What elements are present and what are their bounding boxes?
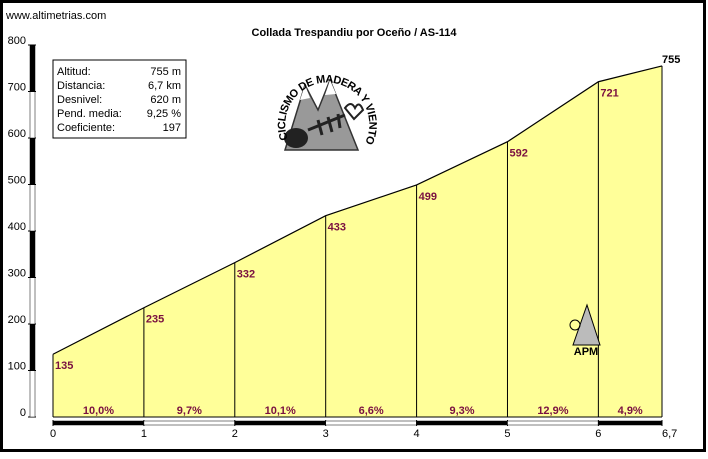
gradient-label: 6,6% xyxy=(359,405,384,417)
y-axis-band xyxy=(29,184,36,232)
y-axis-band xyxy=(29,230,36,278)
gradient-label: 10,0% xyxy=(83,405,114,417)
elevation-label: 755 xyxy=(662,54,680,66)
x-axis-band xyxy=(416,420,508,426)
source: www.altimetrias.com xyxy=(5,10,106,22)
gradient-label: 10,1% xyxy=(265,405,296,417)
gradient-label: 9,3% xyxy=(449,405,474,417)
x-axis-band xyxy=(234,420,326,426)
elevation-label: 592 xyxy=(509,148,527,160)
profile xyxy=(52,65,663,355)
x-tick-label: 0 xyxy=(50,428,56,440)
y-tick-label: 400 xyxy=(8,221,26,233)
elevation-label: 332 xyxy=(237,269,255,281)
x-tick-label: 6 xyxy=(595,428,601,440)
info-label: Coeficiente: xyxy=(57,122,115,134)
info-label: Pend. media: xyxy=(57,108,122,120)
x-axis-band xyxy=(52,420,145,426)
y-tick-label: 100 xyxy=(8,360,26,372)
y-tick-label: 600 xyxy=(8,128,26,140)
info-value: 755 m xyxy=(150,66,181,78)
gradient-label: 12,9% xyxy=(537,405,568,417)
x-axis-band xyxy=(143,420,236,426)
badge-text: APM xyxy=(574,346,598,358)
info-label: Altitud: xyxy=(57,66,91,78)
y-tick-label: 800 xyxy=(8,35,26,47)
elevation-label: 135 xyxy=(55,360,73,372)
x-tick-label: 3 xyxy=(323,428,329,440)
gradient-label: 4,9% xyxy=(618,405,643,417)
x-axis-band xyxy=(507,420,599,426)
badge-rider xyxy=(569,319,581,331)
badge: APM xyxy=(569,303,601,358)
info-value: 6,7 km xyxy=(148,80,181,92)
info-label: Desnivel: xyxy=(57,94,102,106)
elevation-label: 235 xyxy=(146,314,164,326)
y-axis-band xyxy=(29,91,36,139)
info-value: 9,25 % xyxy=(147,108,181,120)
y-axis-band xyxy=(29,137,36,185)
y-axis-band xyxy=(29,44,36,92)
y-tick-label: 500 xyxy=(8,174,26,186)
info-label: Distancia: xyxy=(57,80,105,92)
y-tick-label: 300 xyxy=(8,267,26,279)
x-tick-label: 5 xyxy=(504,428,510,440)
x-axis-band xyxy=(598,420,663,426)
elevation-label: 499 xyxy=(419,191,437,203)
profile-fill xyxy=(53,65,662,418)
info-value: 620 m xyxy=(150,94,181,106)
y-axis-band xyxy=(29,277,36,325)
y-tick-label: 0 xyxy=(20,407,26,419)
elevation-label: 433 xyxy=(328,222,346,234)
y-tick-label: 200 xyxy=(8,314,26,326)
x-axis-band xyxy=(325,420,417,426)
x-tick-label: 4 xyxy=(414,428,420,440)
x-tick-label: 6,7 xyxy=(662,428,677,440)
info-box-frame xyxy=(52,59,187,139)
chart-title: Collada Trespandiu por Oceño / AS-114 xyxy=(252,27,458,39)
elevation-label: 721 xyxy=(600,88,618,100)
info-value: 197 xyxy=(163,122,181,134)
y-axis-band xyxy=(29,323,36,371)
gradient-label: 9,7% xyxy=(177,405,202,417)
x-tick-label: 1 xyxy=(141,428,147,440)
y-axis-band xyxy=(29,370,36,418)
info-box: Altitud: 755 m Distancia: 6,7 km Desnivel: 62… xyxy=(52,59,187,139)
x-tick-label: 2 xyxy=(232,428,238,440)
y-tick-label: 700 xyxy=(8,81,26,93)
